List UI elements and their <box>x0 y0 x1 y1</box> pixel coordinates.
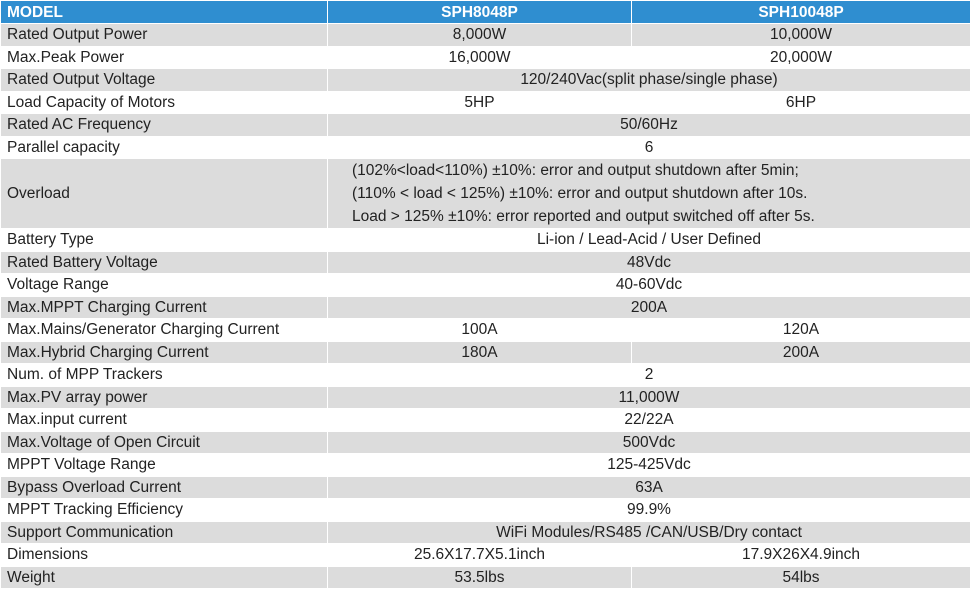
spec-value-model-2: 120A <box>631 318 970 342</box>
spec-value-model-1: 100A <box>327 318 632 342</box>
spec-value-shared: 11,000W <box>327 385 970 409</box>
spec-label: Dimensions <box>0 543 328 567</box>
table-row: Load Capacity of Motors 5HP 6HP <box>0 90 970 114</box>
table-row: Rated Output Voltage 120/240Vac(split pha… <box>0 68 970 92</box>
table-row: Max.Peak Power 16,000W 20,000W <box>0 45 970 69</box>
spec-value-shared: 40-60Vdc <box>327 273 970 297</box>
spec-value-model-2: 200A <box>631 340 970 364</box>
table-row: Voltage Range 40-60Vdc <box>0 273 970 297</box>
spec-value-shared: 6 <box>327 135 970 159</box>
spec-label: Parallel capacity <box>0 135 328 159</box>
spec-label: Max.Mains/Generator Charging Current <box>0 318 328 342</box>
spec-value-model-1: 16,000W <box>327 45 632 69</box>
spec-value-shared: 500Vdc <box>327 430 970 454</box>
spec-label: Max.Hybrid Charging Current <box>0 340 328 364</box>
spec-value-shared: 50/60Hz <box>327 113 970 137</box>
spec-label: MPPT Tracking Efficiency <box>0 498 328 522</box>
table-row: Weight 53.5lbs 54lbs <box>0 565 970 589</box>
header-model-1: SPH8048P <box>327 0 632 24</box>
spec-value-model-2: 54lbs <box>631 565 970 589</box>
spec-label: Battery Type <box>0 228 328 252</box>
spec-label: MPPT Voltage Range <box>0 453 328 477</box>
spec-value-model-1: 8,000W <box>327 23 632 47</box>
spec-label: Bypass Overload Current <box>0 475 328 499</box>
spec-label: Rated Battery Voltage <box>0 250 328 274</box>
table-row: MPPT Voltage Range 125-425Vdc <box>0 453 970 477</box>
spec-body: Rated Output Power 8,000W 10,000W Max.Peak … <box>0 23 970 589</box>
table-row: Max.Hybrid Charging Current 180A 200A <box>0 340 970 364</box>
spec-value-model-1: 180A <box>327 340 632 364</box>
table-row: Parallel capacity 6 <box>0 135 970 159</box>
spec-label: Rated Output Voltage <box>0 68 328 92</box>
spec-value-overload: (102%<load<110%) ±10%: error and output … <box>327 158 970 229</box>
table-row: Rated Output Power 8,000W 10,000W <box>0 23 970 47</box>
spec-value-model-2: 20,000W <box>631 45 970 69</box>
spec-value-shared: 22/22A <box>327 408 970 432</box>
table-row: Support Communication WiFi Modules/RS485 … <box>0 520 970 544</box>
spec-value-shared: 63A <box>327 475 970 499</box>
spec-value-model-2: 10,000W <box>631 23 970 47</box>
table-row: MPPT Tracking Efficiency 99.9% <box>0 498 970 522</box>
spec-label: Support Communication <box>0 520 328 544</box>
header-model: MODEL <box>0 0 328 24</box>
spec-value-shared: 48Vdc <box>327 250 970 274</box>
table-row: Num. of MPP Trackers 2 <box>0 363 970 387</box>
table-row: Max.input current 22/22A <box>0 408 970 432</box>
spec-label: Max.Peak Power <box>0 45 328 69</box>
spec-label: Rated Output Power <box>0 23 328 47</box>
table-row: Max.Mains/Generator Charging Current 100A… <box>0 318 970 342</box>
table-row: Max.Voltage of Open Circuit 500Vdc <box>0 430 970 454</box>
spec-value-shared: Li-ion / Lead-Acid / User Defined <box>327 228 970 252</box>
overload-line: Load > 125% ±10%: error reported and out… <box>352 208 815 225</box>
spec-label: Num. of MPP Trackers <box>0 363 328 387</box>
spec-label: Overload <box>0 158 328 229</box>
table-row: Bypass Overload Current 63A <box>0 475 970 499</box>
table-row: Max.MPPT Charging Current 200A <box>0 295 970 319</box>
overload-line: (110% < load < 125%) ±10%: error and out… <box>352 185 808 202</box>
spec-value-shared: 99.9% <box>327 498 970 522</box>
table-row: Overload (102%<load<110%) ±10%: error and… <box>0 158 970 229</box>
table-row: Battery Type Li-ion / Lead-Acid / User De… <box>0 228 970 252</box>
spec-label: Max.input current <box>0 408 328 432</box>
spec-value-model-1: 25.6X17.7X5.1inch <box>327 543 632 567</box>
table-row: Max.PV array power 11,000W <box>0 385 970 409</box>
spec-value-shared: 125-425Vdc <box>327 453 970 477</box>
overload-line: (102%<load<110%) ±10%: error and output … <box>352 162 799 179</box>
table-row: Rated AC Frequency 50/60Hz <box>0 113 970 137</box>
spec-label: Load Capacity of Motors <box>0 90 328 114</box>
spec-value-shared: 120/240Vac(split phase/single phase) <box>327 68 970 92</box>
spec-label: Max.MPPT Charging Current <box>0 295 328 319</box>
spec-value-shared: 2 <box>327 363 970 387</box>
spec-label: Rated AC Frequency <box>0 113 328 137</box>
spec-label: Max.Voltage of Open Circuit <box>0 430 328 454</box>
spec-value-model-2: 17.9X26X4.9inch <box>631 543 970 567</box>
header-row: MODEL SPH8048P SPH10048P <box>0 0 970 24</box>
spec-value-shared: WiFi Modules/RS485 /CAN/USB/Dry contact <box>327 520 970 544</box>
header-model-2: SPH10048P <box>631 0 970 24</box>
table-row: Rated Battery Voltage 48Vdc <box>0 250 970 274</box>
spec-value-model-2: 6HP <box>631 90 970 114</box>
spec-label: Weight <box>0 565 328 589</box>
spec-label: Max.PV array power <box>0 385 328 409</box>
table-row: Dimensions 25.6X17.7X5.1inch 17.9X26X4.9in… <box>0 543 970 567</box>
spec-value-shared: 200A <box>327 295 970 319</box>
spec-label: Voltage Range <box>0 273 328 297</box>
spec-value-model-1: 5HP <box>327 90 632 114</box>
spec-value-model-1: 53.5lbs <box>327 565 632 589</box>
